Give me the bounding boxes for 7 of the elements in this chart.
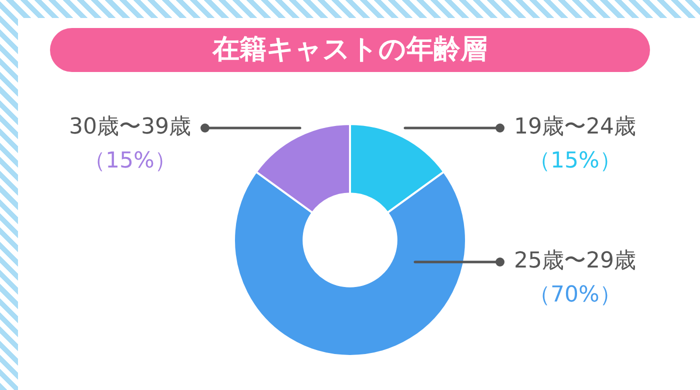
slice-label: 25歳〜29歳	[514, 248, 636, 274]
slice-label: 19歳〜24歳	[514, 114, 636, 140]
data-label: （70%）	[528, 282, 622, 308]
slice-label: 30歳〜39歳	[69, 114, 191, 140]
data-label: （15%）	[84, 148, 176, 174]
chart-title: 在籍キャストの年齢層	[50, 28, 650, 72]
data-label: （15%）	[528, 148, 622, 174]
